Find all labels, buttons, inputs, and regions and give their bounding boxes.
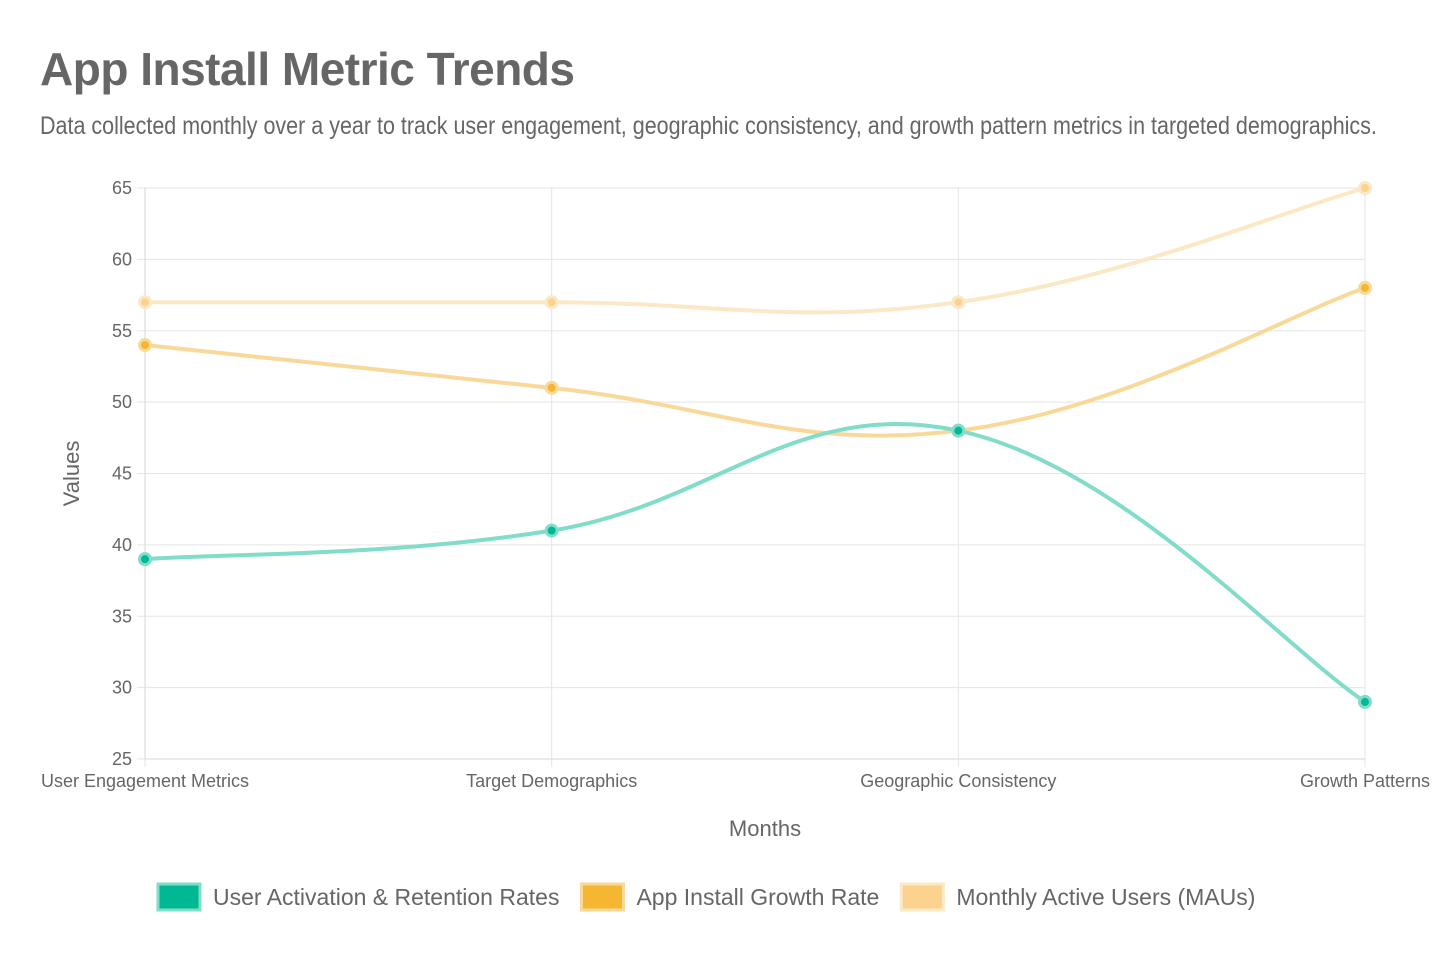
data-point [1358,181,1372,195]
x-axis-title: Months [729,816,801,841]
series-lines [143,186,1367,704]
legend[interactable]: User Activation & Retention Rates App Ins… [156,882,1255,912]
y-tick-label: 60 [112,249,132,269]
data-point [544,380,559,395]
y-tick-label: 50 [112,392,132,412]
axes: 25 30 35 40 45 50 55 60 65 User Engagement Metric… [41,178,1430,841]
series-points [138,181,1372,709]
x-tick-label: Growth Patterns [1300,771,1430,791]
data-point [951,295,966,310]
x-tick-label: Geographic Consistency [860,771,1056,791]
y-tick-label: 40 [112,535,132,555]
chart-title: App Install Metric Trends [40,43,575,95]
series-line-1 [143,285,1367,438]
y-tick-label: 30 [112,678,132,698]
legend-item[interactable]: Monthly Active Users (MAUs) [899,882,1255,912]
legend-label: User Activation & Retention Rates [213,884,559,910]
legend-item[interactable]: User Activation & Retention Rates [156,882,559,912]
legend-item[interactable]: App Install Growth Rate [579,882,879,912]
data-point [544,523,559,538]
legend-swatch [579,882,625,912]
legend-swatch [899,882,945,912]
data-point [1358,694,1372,709]
chart-subtitle: Data collected monthly over a year to tr… [40,112,1377,140]
legend-label: App Install Growth Rate [636,884,879,910]
y-tick-label: 55 [112,321,132,341]
grid [144,187,1366,760]
data-point [544,295,559,310]
y-tick-label: 25 [112,749,132,769]
data-point [138,338,152,353]
x-tick-label: User Engagement Metrics [41,771,249,791]
legend-swatch [156,882,202,912]
y-tick-label: 65 [112,178,132,198]
data-point [138,295,152,310]
x-tick-label: Target Demographics [466,771,637,791]
y-tick-label: 35 [112,606,132,626]
data-point [138,552,152,567]
legend-label: Monthly Active Users (MAUs) [956,884,1255,910]
series-line-0 [143,422,1367,704]
y-axis-title: Values [59,441,84,507]
y-tick-label: 45 [112,464,132,484]
data-point [1358,280,1372,295]
series-line-2 [143,186,1367,315]
data-point [951,423,966,438]
